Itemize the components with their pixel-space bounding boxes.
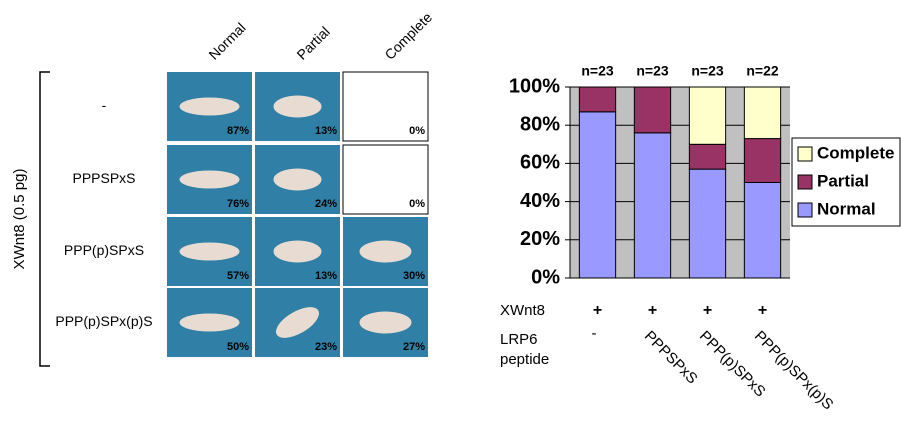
cell-percent: 57% — [227, 270, 249, 282]
column-header: Partial — [293, 23, 332, 62]
cell-percent: 50% — [227, 341, 249, 353]
y-tick-label: 40% — [520, 190, 560, 212]
bar-segment — [634, 133, 670, 278]
xwnt8-mark: + — [758, 302, 767, 319]
bar-segment — [579, 87, 615, 112]
y-tick-label: 100% — [509, 75, 560, 97]
embryo — [274, 96, 322, 118]
x-tick-label: PPPSPxS — [641, 328, 701, 388]
cell-percent: 13% — [315, 125, 337, 137]
row-label: LRP6 — [500, 331, 538, 348]
embryo — [180, 98, 240, 116]
cell-percent: 0% — [409, 198, 425, 210]
legend-swatch — [798, 175, 812, 189]
bracket — [40, 72, 50, 366]
legend-label: Complete — [817, 143, 894, 162]
cell-percent: 23% — [315, 341, 337, 353]
row-label: PPPSPxS — [72, 170, 135, 186]
legend-swatch — [798, 147, 812, 161]
cell-percent: 24% — [315, 198, 337, 210]
embryo — [180, 314, 240, 332]
n-label: n=23 — [636, 63, 669, 79]
embryo — [360, 241, 412, 263]
bar-segment — [744, 139, 780, 183]
bar-segment — [689, 144, 725, 169]
x-tick-label: PPP(p)SPx(p)S — [751, 328, 837, 414]
embryo — [180, 243, 240, 261]
n-label: n=22 — [746, 63, 779, 79]
row-label: XWnt8 — [500, 302, 545, 319]
cell-percent: 30% — [403, 270, 425, 282]
bar-segment — [744, 183, 780, 279]
bar-segment — [634, 87, 670, 133]
row-label: - — [102, 97, 107, 113]
embryo — [274, 241, 322, 263]
cell-percent: 27% — [403, 341, 425, 353]
row-label: PPP(p)SPxS — [64, 242, 144, 258]
bar-segment — [689, 169, 725, 278]
bar-segment — [689, 87, 725, 144]
column-header: Normal — [205, 20, 248, 63]
embryo — [274, 169, 322, 191]
y-tick-label: 80% — [520, 113, 560, 135]
embryo — [360, 312, 412, 334]
embryo — [180, 171, 240, 189]
xwnt8-mark: + — [648, 302, 657, 319]
n-label: n=23 — [581, 63, 614, 79]
cell-percent: 0% — [409, 125, 425, 137]
cell-percent: 87% — [227, 125, 249, 137]
row-label: peptide — [500, 351, 549, 368]
x-tick-label: - — [592, 325, 597, 342]
legend-swatch — [798, 203, 812, 217]
legend-label: Normal — [817, 199, 876, 218]
y-tick-label: 0% — [531, 266, 560, 288]
y-tick-label: 60% — [520, 152, 560, 174]
row-label: PPP(p)SPx(p)S — [55, 313, 152, 329]
side-label: XWnt8 (0.5 pg) — [11, 169, 28, 270]
legend-label: Partial — [817, 171, 869, 190]
cell-percent: 76% — [227, 198, 249, 210]
xwnt8-mark: + — [593, 302, 602, 319]
bar-segment — [744, 87, 780, 139]
xwnt8-mark: + — [703, 302, 712, 319]
column-header: Complete — [381, 9, 435, 63]
bar-segment — [579, 112, 615, 278]
cell-percent: 13% — [315, 270, 337, 282]
figure: XWnt8 (0.5 pg) Normal Partial Complete - 87%… — [0, 0, 901, 423]
y-tick-label: 20% — [520, 228, 560, 250]
n-label: n=23 — [691, 63, 724, 79]
